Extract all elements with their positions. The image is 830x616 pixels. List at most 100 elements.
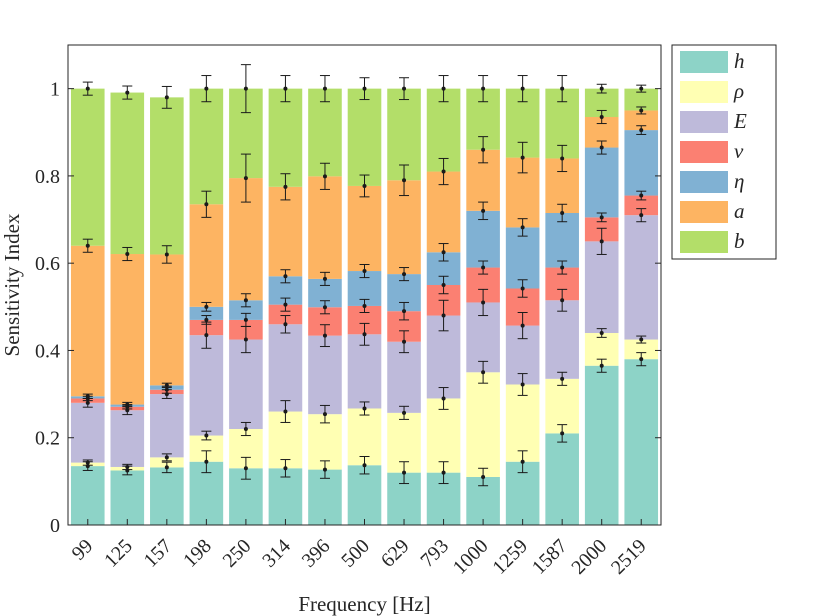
bar-segment: [110, 254, 145, 405]
bar-segment: [150, 394, 184, 458]
error-bar: [280, 400, 291, 423]
error-bar: [596, 109, 607, 125]
x-tick-label: 1259: [488, 535, 532, 579]
legend-swatch: [680, 141, 728, 163]
legend-swatch: [680, 201, 728, 223]
error-bar: [399, 405, 410, 420]
error-bar: [636, 208, 647, 223]
error-bar: [82, 459, 93, 466]
error-bar: [478, 201, 489, 221]
error-bar: [359, 298, 370, 313]
error-bar: [438, 243, 449, 262]
error-bar: [596, 83, 607, 94]
y-axis: 0 0.2 0.4 0.6 0.8 1: [35, 79, 661, 537]
error-bar: [438, 157, 449, 186]
bar-segment: [150, 254, 184, 386]
error-bar: [478, 75, 489, 103]
bar-segment: [387, 341, 421, 413]
legend-swatch: [680, 171, 728, 193]
error-bar: [636, 335, 647, 344]
bar-segment: [584, 241, 619, 333]
bar-segment: [624, 215, 659, 340]
error-bar: [399, 267, 410, 282]
bar-segment: [347, 88, 382, 186]
bar-segment: [268, 324, 303, 412]
error-bar: [557, 371, 568, 386]
error-bar: [280, 75, 291, 103]
legend-label: b: [734, 229, 745, 253]
error-bar: [201, 430, 212, 441]
error-bar: [280, 269, 291, 284]
error-bar: [478, 288, 489, 317]
error-bar: [161, 461, 172, 474]
error-bar: [161, 382, 172, 389]
error-bars-layer: [82, 64, 647, 487]
error-bar: [240, 325, 251, 354]
error-bar: [438, 461, 449, 485]
error-bar: [636, 84, 647, 93]
bar-segment: [624, 110, 659, 131]
error-bar: [517, 279, 528, 298]
error-bar: [280, 315, 291, 334]
error-bar: [359, 263, 370, 279]
bar-segment: [268, 186, 303, 277]
error-bar: [122, 463, 133, 471]
x-tick-label: 250: [219, 535, 256, 572]
bar-segment: [426, 398, 461, 473]
bar-segment: [466, 372, 500, 477]
error-bar: [478, 360, 489, 384]
error-bar: [359, 77, 370, 101]
bar-segment: [110, 92, 145, 255]
x-axis: 99 125 157 198 250 314 396 500 629 79310001259158…: [68, 519, 651, 579]
y-tick-label: 0.8: [35, 166, 60, 188]
bar-segment: [308, 88, 342, 177]
error-bar: [596, 328, 607, 338]
x-axis-title: Frequency [Hz]: [298, 592, 430, 616]
x-tick-label: 314: [258, 535, 295, 572]
bar-segment: [545, 433, 579, 525]
bar-segment: [624, 195, 659, 216]
error-bar: [636, 106, 647, 115]
error-bar: [596, 358, 607, 373]
error-bar: [557, 288, 568, 312]
bar-segment: [189, 88, 224, 205]
error-bar: [438, 75, 449, 103]
bar-segment: [308, 469, 342, 525]
legend-label: η: [734, 169, 744, 193]
error-bar: [201, 301, 212, 312]
error-bar: [478, 467, 489, 487]
error-bar: [557, 260, 568, 275]
error-bar: [557, 203, 568, 223]
error-bar: [517, 141, 528, 174]
bar-segment: [505, 227, 540, 289]
bar-segment: [110, 470, 145, 525]
error-bar: [201, 75, 212, 103]
bar-segment: [268, 468, 303, 525]
error-bar: [240, 293, 251, 308]
x-tick-label: 198: [179, 535, 216, 572]
bar-segment: [308, 176, 342, 279]
x-tick-label: 2519: [607, 535, 651, 579]
error-bar: [517, 450, 528, 474]
bar-segment: [268, 88, 303, 187]
bar-segment: [70, 245, 105, 397]
bar-segment: [150, 97, 184, 255]
y-tick-label: 0: [50, 515, 60, 537]
x-tick-label: 1587: [528, 535, 572, 579]
error-bar: [201, 315, 212, 325]
legend-label: h: [734, 49, 745, 73]
x-tick-label: 125: [100, 535, 137, 572]
error-bar: [478, 260, 489, 275]
error-bar: [359, 455, 370, 475]
error-bar: [399, 461, 410, 485]
error-bar: [636, 190, 647, 201]
y-tick-label: 0.2: [35, 428, 60, 450]
error-bar: [201, 450, 212, 474]
bar-segment: [189, 306, 224, 320]
legend-swatch: [680, 81, 728, 103]
bar-segment: [505, 384, 540, 462]
error-bar: [517, 311, 528, 340]
y-tick-label: 1: [50, 79, 60, 101]
error-bar: [399, 330, 410, 354]
